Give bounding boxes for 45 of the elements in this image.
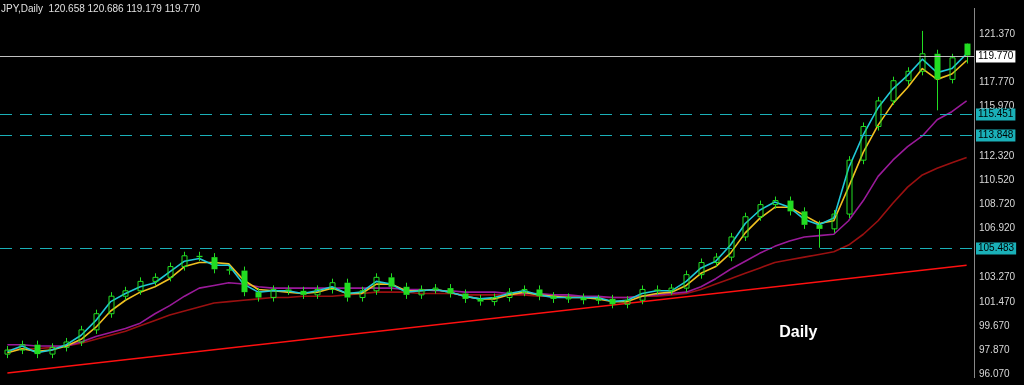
candlestick xyxy=(255,287,262,303)
candlestick xyxy=(403,282,410,300)
chart-title: JPY,Daily 120.658 120.686 119.179 119.770 xyxy=(1,2,201,14)
y-tick-label: 101.470 xyxy=(979,295,1016,307)
candlestick xyxy=(787,196,794,216)
y-tick-label: 96.070 xyxy=(979,368,1011,380)
ref-line-label: 113.848 xyxy=(978,129,1014,141)
candlestick xyxy=(934,49,941,111)
candlestick xyxy=(477,294,484,307)
candlestick xyxy=(344,278,351,303)
candlestick xyxy=(388,272,395,292)
candlestick xyxy=(919,30,926,76)
y-tick-label: 121.370 xyxy=(979,27,1016,39)
y-tick-label: 110.520 xyxy=(979,173,1015,185)
y-tick-label: 97.870 xyxy=(979,344,1011,356)
candlestick xyxy=(905,66,912,86)
candlestick xyxy=(34,340,41,359)
y-tick-label: 117.770 xyxy=(979,76,1015,88)
candlestick xyxy=(285,284,292,296)
candlestick xyxy=(447,283,454,299)
annotation: Daily xyxy=(779,323,818,341)
ref-line-label: 119.770 xyxy=(978,50,1014,62)
y-tick-label: 103.270 xyxy=(979,271,1016,283)
candlestick xyxy=(506,287,513,303)
candlestick xyxy=(270,284,277,303)
ref-line-label: 105.483 xyxy=(978,242,1015,254)
candlestick xyxy=(654,284,661,296)
candlestick xyxy=(536,284,543,301)
y-tick-label: 99.670 xyxy=(979,319,1011,331)
candlestick xyxy=(108,291,115,319)
candlestick xyxy=(816,220,823,249)
candlestick xyxy=(211,252,218,274)
candlestick xyxy=(300,286,307,300)
y-tick-label: 112.320 xyxy=(979,149,1015,161)
candlestick xyxy=(698,257,705,280)
candlestick xyxy=(373,272,380,296)
candlestick xyxy=(241,266,248,297)
candlestick xyxy=(137,276,144,296)
ref-line-label: 115.451 xyxy=(978,108,1014,120)
candlestick xyxy=(609,294,616,309)
y-tick-label: 106.920 xyxy=(979,222,1016,234)
y-tick-label: 108.720 xyxy=(979,198,1016,210)
candlestick xyxy=(801,206,808,230)
candlestick xyxy=(550,291,557,304)
candlestick xyxy=(462,288,469,304)
